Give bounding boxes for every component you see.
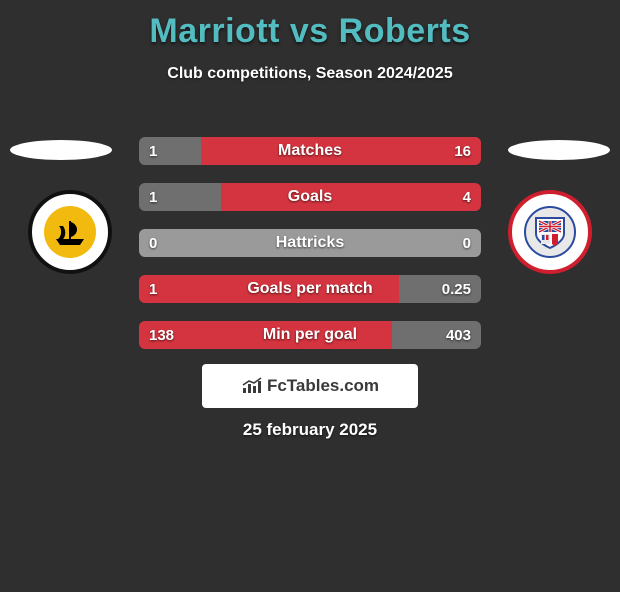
- bar-label: Matches: [139, 137, 481, 165]
- club-crest-right: [508, 190, 592, 274]
- barchart-icon: [241, 377, 263, 395]
- bar-value-right: 403: [436, 321, 481, 349]
- bar-value-left: 138: [139, 321, 184, 349]
- club-crest-left: [28, 190, 112, 274]
- bar-value-right: 16: [444, 137, 481, 165]
- bar-value-right: 4: [453, 183, 481, 211]
- bar-value-left: 1: [139, 137, 167, 165]
- attribution-text: FcTables.com: [267, 376, 379, 396]
- bar-value-left: 0: [139, 229, 167, 257]
- ship-icon: [52, 217, 88, 247]
- bar-value-left: 1: [139, 275, 167, 303]
- date-label: 25 february 2025: [0, 420, 620, 440]
- bar-value-right: 0.25: [432, 275, 481, 303]
- bar-value-left: 1: [139, 183, 167, 211]
- bar-label: Min per goal: [139, 321, 481, 349]
- bar-label: Goals: [139, 183, 481, 211]
- shield-flag-icon: [530, 214, 570, 250]
- stat-bar: Hattricks0 0: [139, 229, 481, 257]
- page-title: Marriott vs Roberts: [0, 12, 620, 51]
- bar-value-right: 0: [453, 229, 481, 257]
- avatar-shadow-right: [508, 140, 610, 160]
- comparison-bars: Matches116Goals14Hattricks00Goals per ma…: [139, 137, 481, 367]
- subtitle: Club competitions, Season 2024/2025: [0, 65, 620, 83]
- bar-label: Hattricks: [139, 229, 481, 257]
- stat-bar: Min per goal138 403: [139, 321, 481, 349]
- bar-label: Goals per match: [139, 275, 481, 303]
- stat-bar: Matches1 16: [139, 137, 481, 165]
- stat-bar: Goals1 4: [139, 183, 481, 211]
- attribution-badge: FcTables.com: [202, 364, 418, 408]
- avatar-shadow-left: [10, 140, 112, 160]
- stat-bar: Goals per match1 0.25: [139, 275, 481, 303]
